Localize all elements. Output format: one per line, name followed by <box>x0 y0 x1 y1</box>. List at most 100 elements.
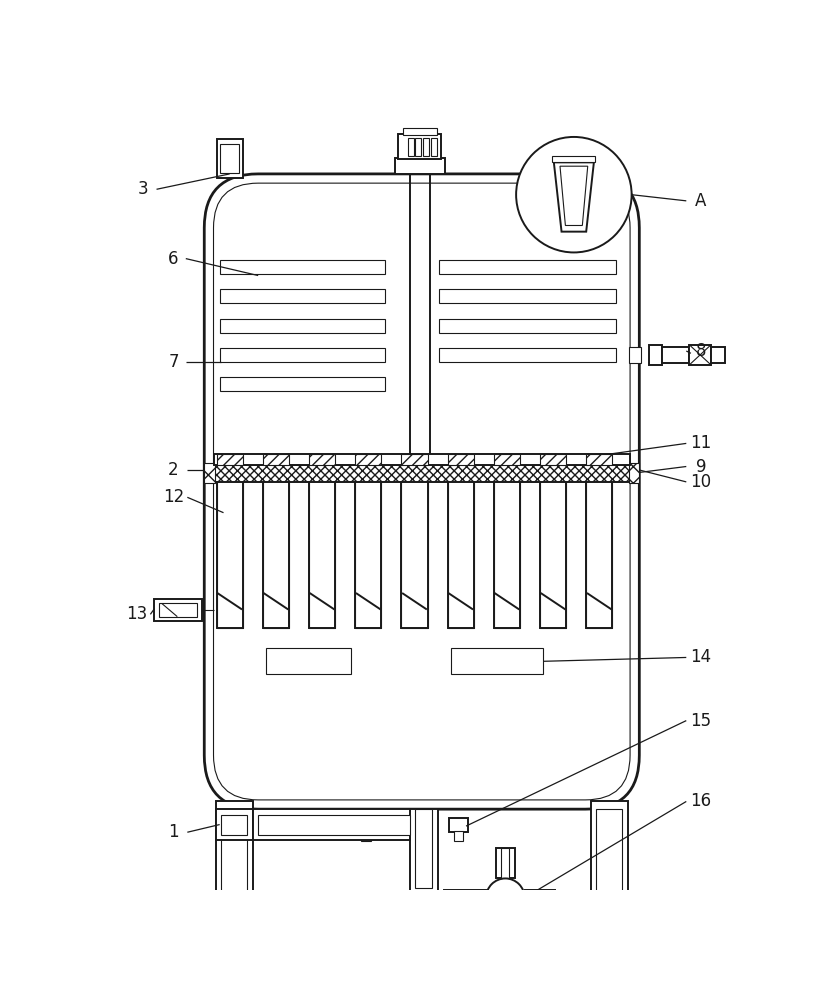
Bar <box>540 465 566 628</box>
Bar <box>586 465 613 628</box>
Text: 3: 3 <box>137 180 148 198</box>
Bar <box>217 139 243 178</box>
Bar <box>525 890 556 905</box>
Bar <box>213 465 630 482</box>
Text: 9: 9 <box>695 458 706 476</box>
Bar <box>403 128 437 135</box>
Bar <box>628 347 641 363</box>
Text: 15: 15 <box>690 712 712 730</box>
Bar <box>540 454 566 465</box>
Bar <box>439 348 616 362</box>
Bar <box>586 454 613 465</box>
Bar <box>309 465 335 628</box>
Bar <box>525 893 556 901</box>
Bar <box>444 892 482 900</box>
Bar <box>399 134 441 158</box>
Bar <box>220 319 386 333</box>
Bar <box>395 158 444 174</box>
Bar <box>423 138 429 156</box>
Bar <box>220 377 386 391</box>
Bar <box>453 831 463 841</box>
Text: 1: 1 <box>168 823 179 841</box>
Bar <box>220 348 386 362</box>
Bar <box>493 465 520 628</box>
Text: A: A <box>695 192 707 210</box>
Bar <box>355 454 382 465</box>
Bar <box>439 260 616 274</box>
Bar <box>221 809 248 892</box>
Bar <box>204 463 215 483</box>
FancyBboxPatch shape <box>204 174 640 809</box>
Bar <box>444 890 486 905</box>
Circle shape <box>486 878 525 917</box>
Bar <box>415 138 422 156</box>
Bar <box>309 465 335 628</box>
Bar <box>217 465 243 628</box>
Bar <box>258 815 410 835</box>
Bar <box>596 809 623 892</box>
Bar <box>591 801 627 898</box>
Bar <box>158 603 198 617</box>
Bar <box>220 289 386 303</box>
Bar <box>493 454 520 465</box>
Bar <box>711 347 725 363</box>
Bar <box>217 454 243 465</box>
Bar <box>309 454 335 465</box>
Bar <box>216 809 252 840</box>
Bar <box>355 465 382 628</box>
Bar <box>216 801 252 898</box>
Bar <box>154 599 202 620</box>
Bar <box>448 454 474 465</box>
Bar <box>438 894 444 915</box>
Bar <box>449 818 467 832</box>
Bar <box>502 848 509 878</box>
Bar <box>263 454 289 465</box>
Bar <box>401 465 427 628</box>
Bar <box>217 465 243 628</box>
Bar <box>448 465 474 628</box>
Text: 7: 7 <box>168 353 179 371</box>
Polygon shape <box>554 162 594 232</box>
Bar <box>401 454 427 465</box>
Bar <box>213 454 630 465</box>
Bar <box>361 831 371 841</box>
Bar <box>451 648 543 674</box>
Bar <box>552 156 596 162</box>
Bar <box>690 345 711 365</box>
Bar <box>252 809 410 840</box>
Bar <box>439 289 616 303</box>
Bar <box>220 260 386 274</box>
Text: 13: 13 <box>126 605 147 623</box>
Bar <box>355 465 382 628</box>
Text: 16: 16 <box>690 792 712 810</box>
Bar <box>221 144 239 173</box>
Bar <box>663 347 690 363</box>
Bar <box>410 894 438 898</box>
Bar <box>263 465 289 628</box>
Bar <box>266 648 350 674</box>
Bar <box>221 815 248 835</box>
Bar <box>649 345 663 365</box>
Bar <box>496 848 515 878</box>
Text: 10: 10 <box>690 473 712 491</box>
Bar <box>586 465 613 628</box>
Bar <box>408 138 413 156</box>
Bar <box>540 465 566 628</box>
Bar <box>357 818 375 832</box>
Text: 14: 14 <box>690 648 712 666</box>
Bar <box>410 809 438 894</box>
Text: 8: 8 <box>695 342 706 360</box>
Text: 11: 11 <box>690 434 712 452</box>
Bar <box>439 319 616 333</box>
Bar <box>431 138 437 156</box>
Circle shape <box>516 137 632 252</box>
Text: 12: 12 <box>163 488 184 506</box>
Bar <box>448 465 474 628</box>
Bar <box>415 809 432 888</box>
Bar <box>493 465 520 628</box>
Bar <box>401 465 427 628</box>
Polygon shape <box>560 166 587 225</box>
Bar <box>628 463 640 483</box>
Bar <box>263 465 289 628</box>
Text: 2: 2 <box>168 461 179 479</box>
